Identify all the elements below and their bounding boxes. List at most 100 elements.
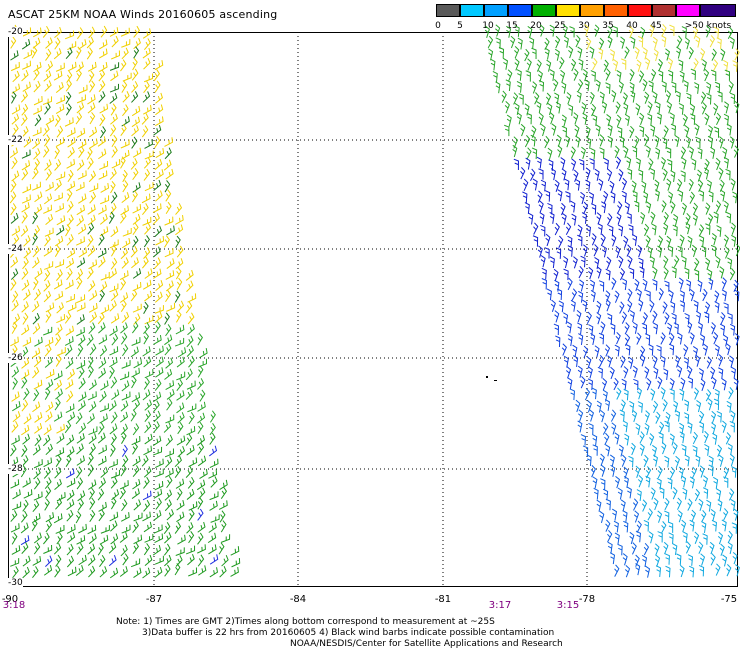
wind-barb [633,378,639,391]
wind-barb [34,204,43,215]
wind-barb [641,554,648,567]
wind-barb [729,453,735,467]
wind-barb [21,103,29,116]
wind-barb [66,543,74,556]
wind-barb [649,255,655,268]
wind-barb [197,544,206,554]
wind-barb [524,103,530,116]
wind-barb [230,546,240,556]
wind-barb [20,225,29,237]
wind-barb [185,301,193,314]
wind-barb [44,80,52,92]
wind-barb [654,189,660,202]
wind-barb [567,377,573,390]
wind-barb [154,566,163,578]
wind-barb [690,103,696,116]
wind-barb [144,410,152,423]
wind-barb [529,36,535,49]
wind-barb [605,82,611,94]
wind-barb [175,310,182,323]
wind-barb [706,93,712,105]
wind-barb [671,312,677,325]
wind-barb [720,312,726,325]
wind-barb [634,278,640,292]
wind-barb [177,347,187,358]
wind-barb [87,102,96,114]
wind-barb [66,158,76,169]
wind-barb [32,312,40,325]
wind-barb [575,135,581,148]
wind-barb [663,255,669,268]
wind-barb [109,346,119,356]
wind-barb [155,356,164,368]
wind-barb [624,433,630,446]
wind-barb [611,277,617,290]
wind-barb [65,293,75,303]
wind-barb [42,145,50,158]
wind-barb [78,247,88,258]
wind-barb [154,311,163,323]
wind-barb [624,201,630,214]
wind-barb [676,553,682,566]
wind-barb [210,410,216,423]
note-line-2: 3)Data buffer is 22 hrs from 20160605 4)… [142,628,555,638]
wind-barb [685,212,691,226]
wind-barb [640,26,646,40]
wind-barb [586,400,592,413]
wind-barb [188,567,198,577]
wind-barb [153,69,161,82]
wind-barb [541,267,547,280]
wind-barb [622,420,628,433]
wind-barb [711,48,717,61]
wind-barb [22,499,29,512]
wind-barb [131,68,139,81]
wind-barb [596,312,602,325]
wind-barb [616,387,622,400]
wind-barb [636,288,642,301]
wind-barb [98,455,107,466]
wind-barb [578,333,584,346]
wind-barb [571,213,577,226]
wind-barb [141,454,149,467]
wind-barb [143,58,151,70]
wind-barb [141,193,151,204]
wind-barb [537,70,543,83]
wind-barb [132,213,141,225]
wind-barb [695,354,701,367]
wind-barb [111,159,121,169]
wind-barb [528,212,534,225]
wind-barb [133,512,143,522]
wind-barb [98,69,106,82]
wind-barb [144,533,154,543]
wind-barb [87,543,96,555]
wind-barb [131,337,141,346]
wind-barb [706,179,712,192]
wind-barb [165,434,173,447]
wind-barb [175,478,185,489]
wind-barb [687,376,694,389]
wind-barb [89,443,96,456]
wind-barb [702,533,708,545]
wind-barb [132,167,139,181]
wind-barb [671,81,677,93]
wind-barb [122,91,130,103]
wind-barb [538,200,544,213]
wind-barb [109,444,116,457]
wind-barb [686,92,692,105]
wind-barb [672,442,678,455]
wind-barb [629,125,635,139]
wind-barb [131,321,139,334]
wind-barb [45,369,55,379]
wind-barb [524,134,531,148]
wind-barb [218,542,225,555]
wind-barb [66,509,74,522]
wind-barb [53,370,63,381]
lon-label-84: -84 [289,594,307,605]
wind-barb [154,468,164,478]
wind-barb [545,233,551,247]
wind-barb [176,379,184,391]
wind-barb [88,170,97,183]
wind-barb [607,313,613,325]
wind-barb [155,116,164,127]
